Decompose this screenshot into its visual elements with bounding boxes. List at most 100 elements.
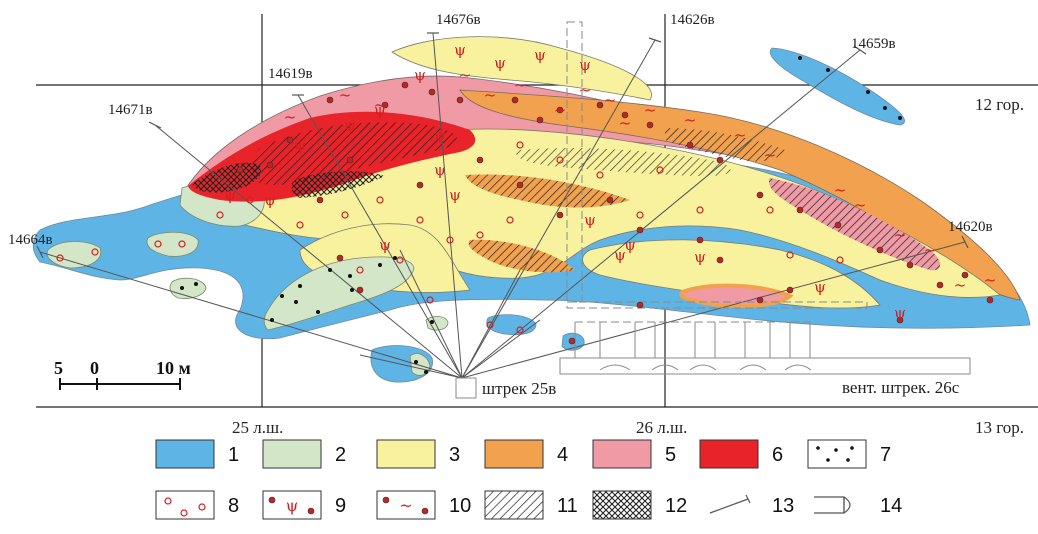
black-dot <box>866 90 870 94</box>
ore-dot <box>786 286 794 294</box>
psi-symbol: ψ <box>434 126 446 144</box>
ore-dot <box>756 191 764 199</box>
psi-symbol: ψ <box>224 186 236 204</box>
ore-dot <box>756 296 764 304</box>
psi-symbol: ψ <box>584 211 596 229</box>
tilde-symbol: ~ <box>924 241 937 259</box>
black-dot <box>328 268 332 272</box>
legend-item-1: 1 <box>155 439 239 469</box>
ore-dot <box>346 156 354 164</box>
scale-tick-10: 10 м <box>156 358 191 378</box>
ring-symbol <box>656 166 664 174</box>
ring-symbol <box>556 156 564 164</box>
ore-dot <box>646 121 654 129</box>
black-dot <box>424 370 428 374</box>
legend-number-10: 10 <box>449 495 471 517</box>
ore-dot <box>716 156 724 164</box>
tilde-symbol: ~ <box>764 146 777 164</box>
tilde-symbol: ~ <box>954 276 967 294</box>
psi-symbol: ψ <box>814 278 826 296</box>
ring-symbol <box>766 206 774 214</box>
ore-dot <box>796 206 804 214</box>
tilde-symbol: ~ <box>734 126 747 144</box>
ring-symbol <box>376 196 384 204</box>
svg-text:ψ: ψ <box>286 496 299 515</box>
legend-item-6: 6 <box>699 439 783 469</box>
black-dot <box>393 256 397 260</box>
zone-11-hatch-center <box>516 148 731 176</box>
legend-number-9: 9 <box>335 495 346 517</box>
ring-symbol <box>696 206 704 214</box>
black-dot <box>414 360 418 364</box>
tilde-symbol: ~ <box>834 181 847 199</box>
ore-dot <box>428 88 436 96</box>
tilde-symbol: ~ <box>684 111 697 129</box>
tilde-symbol: ~ <box>459 66 472 84</box>
black-dot <box>348 274 352 278</box>
tilde-symbol: ~ <box>984 271 997 289</box>
zone-2-central-body <box>263 256 415 331</box>
borehole-label-14626: 14626в <box>670 12 715 28</box>
legend: 1 2 3 4 5 6 78 ψ 9 ~10 11 12 13 14 <box>155 439 902 520</box>
tilde-symbol: ~ <box>604 91 617 109</box>
black-dot <box>194 282 198 286</box>
legend-number-5: 5 <box>665 444 676 466</box>
legend-item-4: 4 <box>484 439 568 469</box>
legend-number-11: 11 <box>557 495 578 517</box>
borehole-label-14671: 14671в <box>108 102 153 118</box>
zone-12-crosshatch-b <box>291 171 385 198</box>
ring-symbol <box>216 211 224 219</box>
black-dot <box>430 320 434 324</box>
tilde-symbol: ~ <box>374 96 387 114</box>
ore-dot <box>476 156 484 164</box>
zone-2-west-body-b <box>146 231 199 257</box>
ore-dot <box>636 226 644 234</box>
psi-symbol: ψ <box>379 236 391 254</box>
svg-text:~: ~ <box>399 496 412 515</box>
legend-item-10: ~10 <box>376 490 471 520</box>
legend-number-8: 8 <box>228 495 239 517</box>
ring-symbol <box>91 248 99 256</box>
black-dot <box>316 310 320 314</box>
ring-symbol <box>56 254 64 262</box>
legend-item-5: 5 <box>592 439 676 469</box>
black-dot <box>294 300 298 304</box>
legend-item-3: 3 <box>376 439 460 469</box>
black-dot <box>270 318 274 322</box>
ore-dot <box>536 116 544 124</box>
ring-symbol <box>154 240 162 248</box>
ring-symbol <box>506 216 514 224</box>
ore-dot <box>381 101 389 109</box>
level-label-13: 13 гор. <box>975 418 1024 437</box>
vent-drift-26-label: вент. штрек. 26с <box>842 378 960 397</box>
zone-2-west-body-c <box>169 277 207 299</box>
tilde-symbol: ~ <box>579 81 592 99</box>
ore-dot <box>596 101 604 109</box>
ore-dot <box>876 246 884 254</box>
legend-number-4: 4 <box>557 444 568 466</box>
psi-symbol: ψ <box>344 116 356 134</box>
ore-dot <box>961 271 969 279</box>
ring-symbol <box>516 326 524 334</box>
borehole-label-14620: 14620в <box>948 219 993 235</box>
ring-symbol <box>596 171 604 179</box>
ring-symbol <box>446 236 454 244</box>
ore-dot <box>336 254 344 262</box>
ore-dot <box>236 166 244 174</box>
ore-dot <box>568 337 576 345</box>
legend-number-2: 2 <box>335 444 346 466</box>
legend-number-13: 13 <box>772 495 794 517</box>
tilde-symbol: ~ <box>284 108 297 126</box>
legend-number-1: 1 <box>228 444 239 466</box>
psi-symbol: ψ <box>614 246 626 264</box>
psi-symbol: ψ <box>434 161 446 179</box>
black-dot <box>298 284 302 288</box>
ring-symbol <box>486 321 494 329</box>
ore-dot <box>556 211 564 219</box>
ore-dot <box>286 136 294 144</box>
ring-symbol <box>516 141 524 149</box>
ore-dot <box>696 236 704 244</box>
ore-dot <box>636 301 644 309</box>
legend-item-8: 8 <box>155 490 239 520</box>
